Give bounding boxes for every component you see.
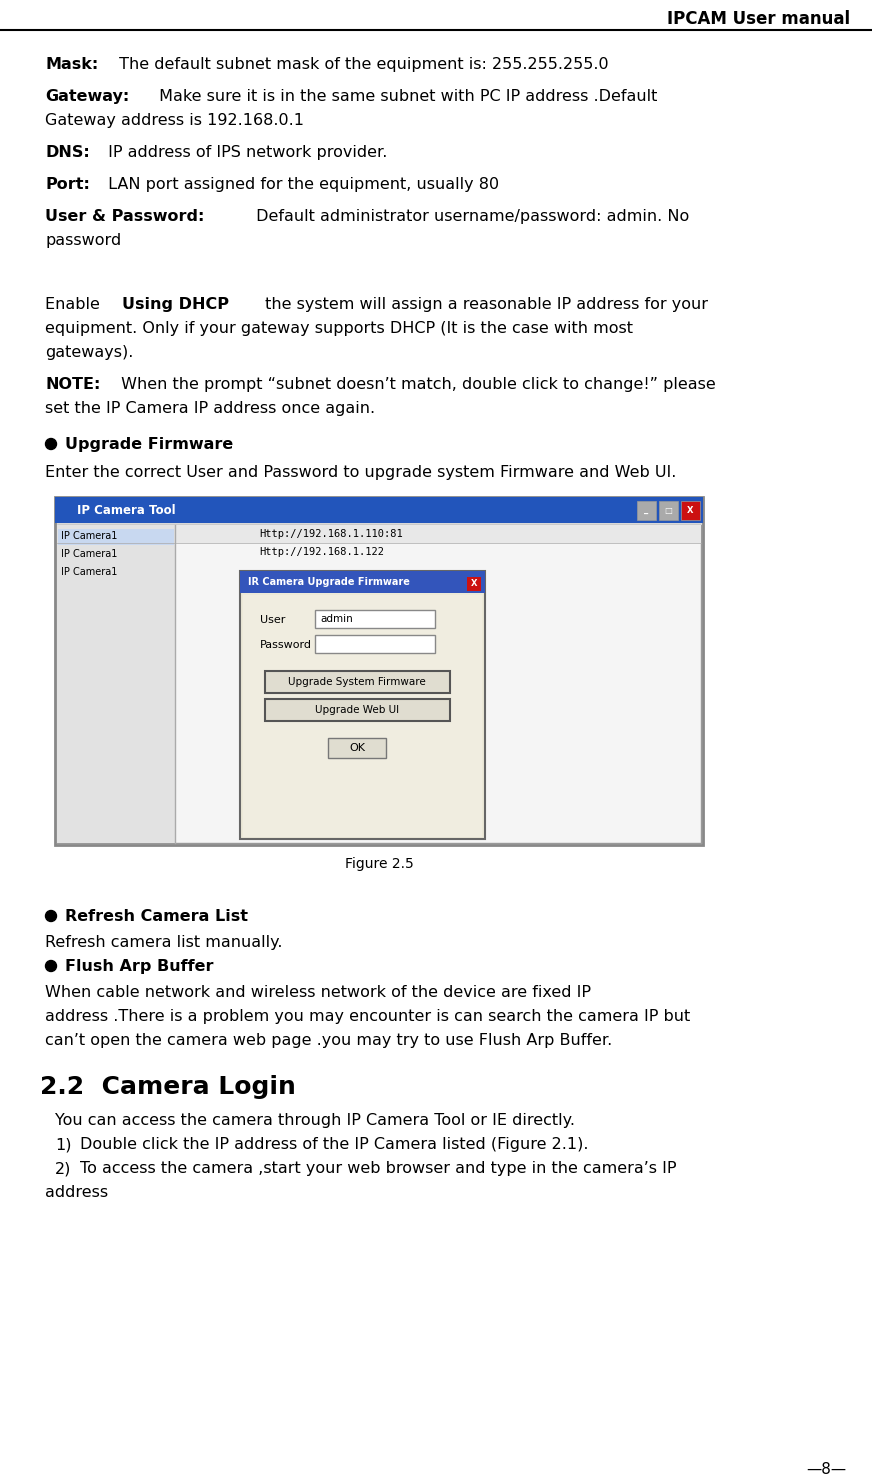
Bar (240, 571, 485, 840)
Bar (265, 671, 450, 693)
Text: IPCAM User manual: IPCAM User manual (667, 10, 850, 28)
Text: IP address of IPS network provider.: IP address of IPS network provider. (103, 145, 387, 160)
Text: Figure 2.5: Figure 2.5 (344, 857, 413, 871)
Text: address .There is a problem you may encounter is can search the camera IP but: address .There is a problem you may enco… (45, 1009, 691, 1024)
Text: LAN port assigned for the equipment, usually 80: LAN port assigned for the equipment, usu… (103, 177, 499, 192)
Bar (243, 596, 482, 837)
Text: Refresh Camera List: Refresh Camera List (65, 909, 248, 924)
Text: □: □ (664, 505, 672, 514)
Text: To access the camera ,start your web browser and type in the camera’s IP: To access the camera ,start your web bro… (80, 1162, 677, 1176)
Text: Flush Arp Buffer: Flush Arp Buffer (65, 959, 214, 974)
Bar (57, 525, 175, 842)
Text: Http://192.168.1.122: Http://192.168.1.122 (259, 547, 384, 557)
Text: can’t open the camera web page .you may try to use Flush Arp Buffer.: can’t open the camera web page .you may … (45, 1033, 612, 1048)
Text: When cable network and wireless network of the device are fixed IP: When cable network and wireless network … (45, 984, 591, 1001)
Text: Gateway:: Gateway: (45, 89, 129, 103)
Text: Using DHCP: Using DHCP (122, 297, 229, 312)
Text: —8—: —8— (806, 1462, 846, 1477)
Text: gateways).: gateways). (45, 344, 133, 361)
Circle shape (45, 910, 57, 921)
Text: address: address (45, 1185, 108, 1200)
Text: DNS:: DNS: (45, 145, 90, 160)
Text: admin: admin (320, 613, 353, 624)
Bar (659, 501, 678, 520)
Text: NOTE:: NOTE: (45, 377, 100, 392)
Text: IP Camera1: IP Camera1 (61, 531, 118, 541)
Bar (240, 571, 485, 593)
Text: equipment. Only if your gateway supports DHCP (It is the case with most: equipment. Only if your gateway supports… (45, 321, 633, 336)
Bar (315, 610, 435, 628)
Text: Upgrade Web UI: Upgrade Web UI (315, 705, 399, 715)
Text: Upgrade System Firmware: Upgrade System Firmware (288, 677, 426, 687)
Text: _: _ (644, 505, 649, 514)
Bar (328, 738, 386, 758)
Text: User & Password:: User & Password: (45, 208, 204, 225)
Text: Make sure it is in the same subnet with PC IP address .Default: Make sure it is in the same subnet with … (153, 89, 657, 103)
Text: You can access the camera through IP Camera Tool or IE directly.: You can access the camera through IP Cam… (55, 1113, 575, 1128)
Text: Upgrade Firmware: Upgrade Firmware (65, 437, 233, 452)
Text: X: X (687, 505, 694, 514)
Bar (57, 525, 701, 842)
Text: IR Camera Upgrade Firmware: IR Camera Upgrade Firmware (248, 576, 410, 587)
Bar (265, 699, 450, 721)
Text: 2): 2) (55, 1162, 72, 1176)
Text: IP Camera Tool: IP Camera Tool (77, 504, 175, 516)
Text: Refresh camera list manually.: Refresh camera list manually. (45, 936, 283, 950)
Text: password: password (45, 234, 121, 248)
Bar (315, 636, 435, 653)
Text: The default subnet mask of the equipment is: 255.255.255.0: The default subnet mask of the equipment… (113, 58, 609, 72)
Circle shape (45, 439, 57, 449)
Text: Mask:: Mask: (45, 58, 99, 72)
Text: Double click the IP address of the IP Camera listed (Figure 2.1).: Double click the IP address of the IP Ca… (80, 1137, 589, 1151)
Text: Http://192.168.1.110:81: Http://192.168.1.110:81 (259, 529, 403, 539)
Bar (467, 576, 481, 591)
Text: IP Camera1: IP Camera1 (61, 548, 118, 559)
Bar (55, 497, 703, 845)
Text: 1): 1) (55, 1137, 72, 1151)
Text: User: User (260, 615, 285, 625)
Bar (55, 497, 703, 523)
Text: the system will assign a reasonable IP address for your: the system will assign a reasonable IP a… (261, 297, 708, 312)
Text: OK: OK (349, 743, 365, 752)
Text: Gateway address is 192.168.0.1: Gateway address is 192.168.0.1 (45, 112, 304, 129)
Bar (637, 501, 656, 520)
Text: Default administrator username/password: admin. No: Default administrator username/password:… (250, 208, 689, 225)
Circle shape (45, 961, 57, 971)
Text: Enable: Enable (45, 297, 105, 312)
Text: When the prompt “subnet doesn’t match, double click to change!” please: When the prompt “subnet doesn’t match, d… (117, 377, 716, 392)
Text: set the IP Camera IP address once again.: set the IP Camera IP address once again. (45, 401, 375, 415)
Text: Enter the correct User and Password to upgrade system Firmware and Web UI.: Enter the correct User and Password to u… (45, 466, 677, 480)
Text: IP Camera1: IP Camera1 (61, 568, 118, 576)
Text: Port:: Port: (45, 177, 90, 192)
Text: Password: Password (260, 640, 312, 650)
Text: 2.2  Camera Login: 2.2 Camera Login (40, 1075, 296, 1100)
Bar (58, 529, 174, 545)
Text: X: X (471, 579, 477, 588)
Bar (175, 525, 701, 542)
Bar (681, 501, 700, 520)
